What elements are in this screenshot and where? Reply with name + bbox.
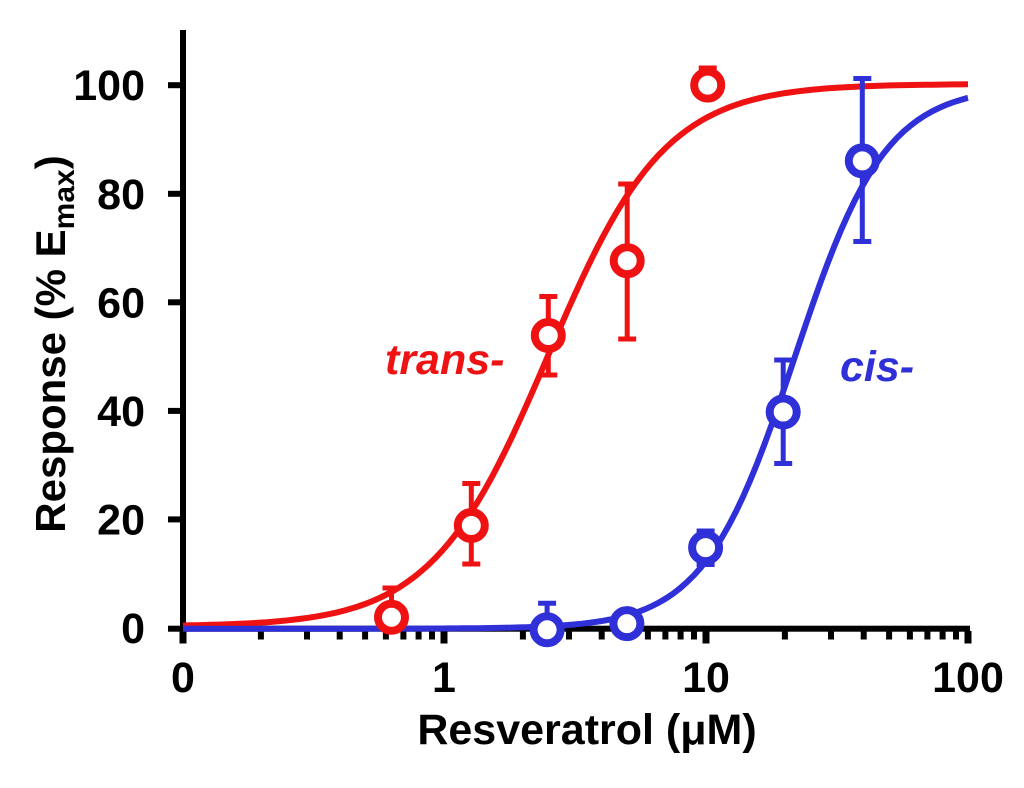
svg-text:10: 10 — [682, 654, 730, 702]
svg-text:0: 0 — [121, 605, 145, 653]
svg-text:cis-: cis- — [840, 343, 914, 391]
svg-text:40: 40 — [97, 388, 145, 436]
svg-text:20: 20 — [97, 496, 145, 544]
svg-text:80: 80 — [97, 171, 145, 219]
svg-text:Resveratrol (μM): Resveratrol (μM) — [417, 706, 756, 754]
svg-text:100: 100 — [932, 654, 1004, 702]
svg-text:0: 0 — [171, 654, 195, 702]
svg-text:100: 100 — [73, 62, 145, 110]
svg-text:1: 1 — [432, 654, 456, 702]
svg-text:60: 60 — [97, 279, 145, 327]
svg-text:trans-: trans- — [385, 336, 504, 384]
